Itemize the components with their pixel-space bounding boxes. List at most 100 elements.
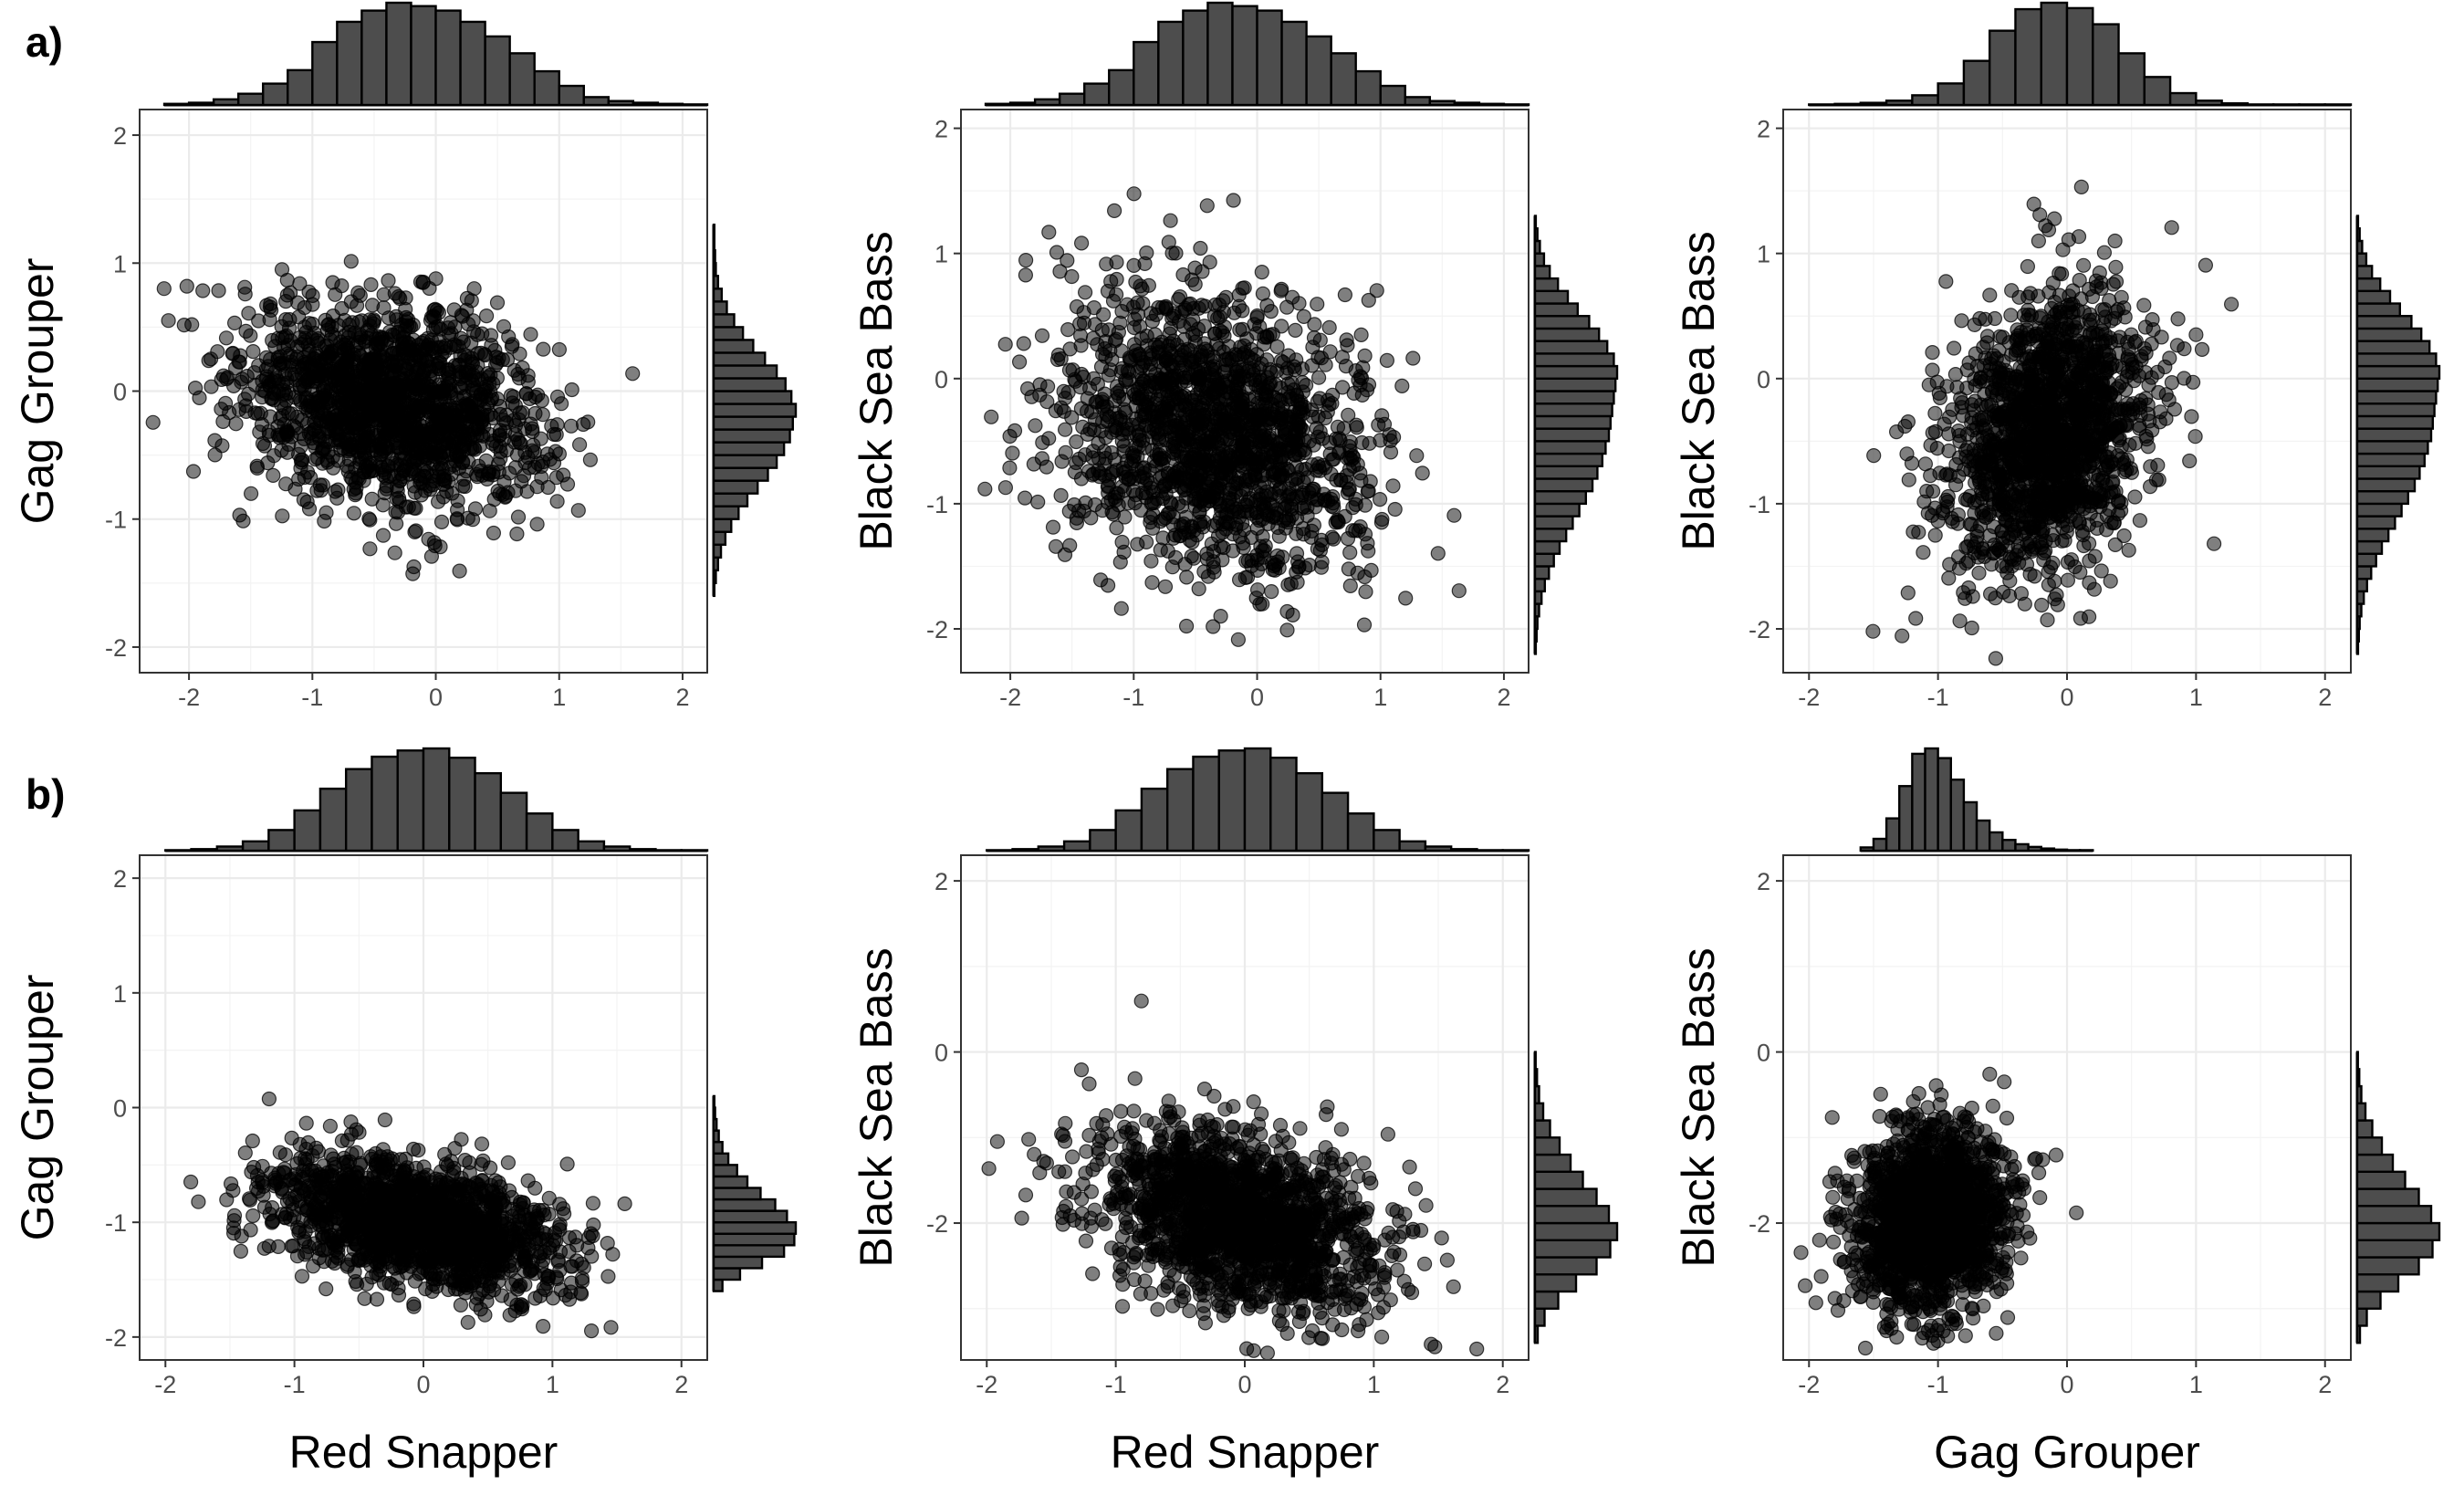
data-point bbox=[2031, 288, 2046, 304]
data-point bbox=[1310, 429, 1326, 444]
histogram-bar bbox=[1533, 627, 1538, 643]
data-point bbox=[1137, 407, 1153, 423]
data-point bbox=[444, 486, 460, 501]
data-point bbox=[415, 419, 431, 434]
data-point bbox=[1131, 424, 1146, 440]
data-point bbox=[328, 287, 343, 302]
data-point bbox=[1106, 203, 1122, 218]
y-tick-label: -2 bbox=[105, 634, 127, 662]
data-point bbox=[407, 398, 423, 413]
data-point bbox=[278, 476, 294, 492]
data-point bbox=[1167, 549, 1184, 566]
data-point bbox=[1254, 265, 1269, 280]
data-point bbox=[396, 463, 412, 479]
data-point bbox=[1371, 417, 1386, 433]
data-point bbox=[1342, 578, 1358, 594]
data-point bbox=[2134, 392, 2149, 408]
data-point bbox=[364, 491, 380, 507]
data-point bbox=[1178, 618, 1195, 634]
data-point bbox=[2041, 314, 2056, 329]
data-point bbox=[346, 506, 361, 521]
data-point bbox=[210, 344, 225, 360]
histogram-bar bbox=[1428, 99, 1456, 107]
data-point bbox=[249, 460, 265, 476]
histogram-bar bbox=[712, 415, 794, 431]
data-point bbox=[1073, 235, 1090, 251]
data-point bbox=[1188, 434, 1204, 450]
data-point bbox=[1267, 562, 1283, 578]
data-point bbox=[1093, 359, 1110, 374]
data-point bbox=[2055, 242, 2071, 257]
histogram-bar bbox=[1533, 377, 1617, 392]
data-point bbox=[266, 467, 281, 484]
x-tick-label: -1 bbox=[301, 684, 323, 711]
histogram-bar bbox=[508, 52, 536, 107]
data-point bbox=[235, 513, 251, 528]
data-point bbox=[1369, 283, 1384, 298]
y-tick-label: -2 bbox=[926, 616, 948, 643]
data-point bbox=[2050, 597, 2065, 612]
data-point bbox=[1353, 327, 1369, 342]
data-point bbox=[1145, 485, 1161, 500]
data-point bbox=[556, 467, 571, 483]
histogram-bar bbox=[1453, 101, 1481, 107]
data-point bbox=[549, 389, 566, 404]
data-point bbox=[1128, 343, 1143, 359]
histogram-bar bbox=[712, 454, 778, 469]
data-point bbox=[1199, 546, 1215, 561]
data-point bbox=[2198, 257, 2213, 273]
data-point bbox=[1045, 519, 1061, 535]
data-point bbox=[1144, 313, 1161, 329]
data-point bbox=[1984, 557, 1999, 572]
data-point bbox=[1054, 454, 1070, 469]
data-point bbox=[523, 327, 538, 342]
histogram-bar bbox=[212, 98, 240, 107]
histogram-bar bbox=[1533, 239, 1541, 255]
data-point bbox=[2085, 325, 2101, 340]
histogram-bar bbox=[1033, 98, 1061, 107]
data-point bbox=[1929, 374, 1945, 390]
data-point bbox=[1019, 381, 1036, 396]
data-point bbox=[1941, 570, 1957, 586]
data-point bbox=[318, 505, 334, 520]
data-point bbox=[1373, 515, 1390, 530]
data-point bbox=[1165, 530, 1182, 546]
data-point bbox=[1005, 445, 1020, 461]
histogram-bar bbox=[1533, 403, 1613, 418]
data-point bbox=[1978, 311, 1993, 327]
data-point bbox=[1982, 288, 1998, 303]
histogram-bar bbox=[712, 326, 745, 341]
data-point bbox=[2098, 400, 2114, 415]
side-marginal-histogram bbox=[1533, 214, 1619, 655]
data-point bbox=[1060, 253, 1075, 268]
data-point bbox=[381, 324, 398, 340]
histogram-bar bbox=[712, 479, 759, 495]
data-point bbox=[2121, 341, 2136, 357]
histogram-bar bbox=[1533, 565, 1550, 580]
data-point bbox=[1224, 352, 1239, 368]
x-tick-label: -2 bbox=[999, 684, 1021, 711]
data-point bbox=[441, 320, 456, 336]
data-point bbox=[1324, 395, 1340, 412]
data-point bbox=[1185, 300, 1201, 317]
data-point bbox=[2120, 396, 2135, 412]
data-point bbox=[1348, 497, 1363, 513]
data-point bbox=[381, 273, 396, 288]
data-point bbox=[2102, 352, 2118, 368]
data-point bbox=[1865, 623, 1881, 639]
data-point bbox=[339, 366, 355, 382]
data-point bbox=[1179, 570, 1195, 585]
data-point bbox=[2054, 496, 2070, 511]
data-point bbox=[1330, 514, 1346, 529]
histogram-bar bbox=[1280, 20, 1308, 107]
data-point bbox=[423, 309, 439, 325]
histogram-bar bbox=[1533, 214, 1538, 230]
data-point bbox=[1236, 522, 1252, 538]
data-point bbox=[1113, 601, 1129, 616]
data-point bbox=[1938, 467, 1954, 483]
histogram-bar bbox=[1533, 477, 1594, 493]
data-point bbox=[2071, 229, 2087, 245]
data-point bbox=[2026, 196, 2041, 212]
data-point bbox=[1258, 386, 1273, 402]
data-point bbox=[305, 288, 320, 303]
